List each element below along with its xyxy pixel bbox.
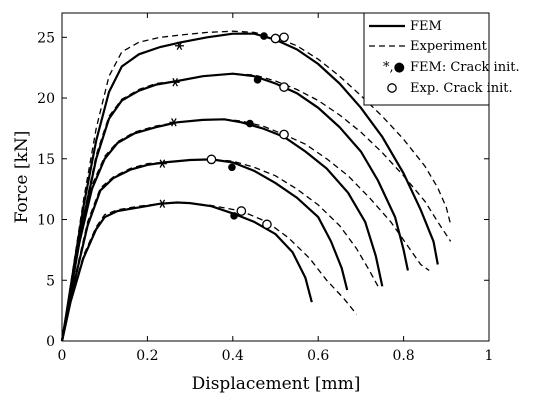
fem-line-5 <box>60 32 439 342</box>
fem-crack-star-1 <box>157 199 167 208</box>
experiment-line-1 <box>61 201 358 342</box>
y-tick-label: 15 <box>37 152 55 168</box>
fem-crack-star-5 <box>174 41 184 51</box>
fem-line-1 <box>60 201 313 342</box>
experiment-line-2 <box>61 158 379 342</box>
y-tick-label: 25 <box>37 30 55 46</box>
exp-crack-marker-3-1 <box>279 129 289 140</box>
y-tick-label: 10 <box>37 213 55 229</box>
fem-line-4 <box>60 72 409 342</box>
series-3 <box>60 118 430 342</box>
x-tick-label: 0.2 <box>136 348 158 364</box>
legend-box <box>363 12 490 106</box>
legend-label: Experiment <box>410 39 488 54</box>
fem-crack-star-4 <box>170 78 180 87</box>
legend-label: FEM <box>410 19 442 34</box>
experiment-line-4 <box>61 73 452 342</box>
series-5 <box>60 30 452 342</box>
series-2 <box>60 154 379 342</box>
x-tick-label: 0.6 <box>307 348 329 364</box>
exp-crack-marker-1-1 <box>236 206 247 216</box>
legend-label: FEM: Crack init. <box>410 60 520 75</box>
legend: FEM Experiment *,● FEM: Crack init. Exp. Cra… <box>363 12 520 106</box>
series-1 <box>60 199 358 342</box>
x-axis-label: Displacement [mm] <box>192 374 361 394</box>
legend-marker-symbols: *,● <box>383 60 405 75</box>
legend-item-2: Experiment <box>369 39 488 54</box>
y-tick-label: 20 <box>37 91 55 107</box>
y-axis-label: Force [kN] <box>12 131 32 224</box>
legend-item-3: *,● FEM: Crack init. <box>383 60 520 75</box>
exp-crack-marker-5-1 <box>270 33 281 44</box>
exp-crack-marker-1-2 <box>262 219 272 230</box>
fem-crack-dot-3 <box>246 119 254 128</box>
legend-label: Exp. Crack init. <box>410 81 513 96</box>
x-tick-label: 1 <box>485 348 494 364</box>
x-tick-label: 0.8 <box>392 348 414 364</box>
exp-crack-marker-4-1 <box>279 82 289 92</box>
exp-crack-marker-5-2 <box>279 32 289 43</box>
experiment-line-3 <box>61 118 430 342</box>
exp-crack-marker-2-1 <box>206 154 217 165</box>
fem-crack-dot-4 <box>253 76 262 84</box>
y-tick-label: 0 <box>46 334 55 350</box>
plot-area <box>60 30 452 342</box>
fem-crack-star-3 <box>169 118 179 127</box>
legend-open-circle <box>387 83 397 93</box>
x-tick-label: 0 <box>58 348 67 364</box>
fem-crack-star-2 <box>157 159 167 168</box>
legend-item-1: FEM <box>369 19 442 34</box>
axes-frame <box>61 12 490 342</box>
fem-crack-dot-2 <box>228 163 236 172</box>
y-tick-label: 5 <box>46 273 55 289</box>
fem-crack-dot-5 <box>260 32 268 40</box>
series-4 <box>60 72 452 342</box>
fem-line-3 <box>60 118 384 342</box>
x-tick-label: 0.4 <box>222 348 244 364</box>
fem-crack-dot-1 <box>230 212 238 220</box>
legend-item-4: Exp. Crack init. <box>387 81 513 96</box>
fem-line-2 <box>60 158 349 342</box>
